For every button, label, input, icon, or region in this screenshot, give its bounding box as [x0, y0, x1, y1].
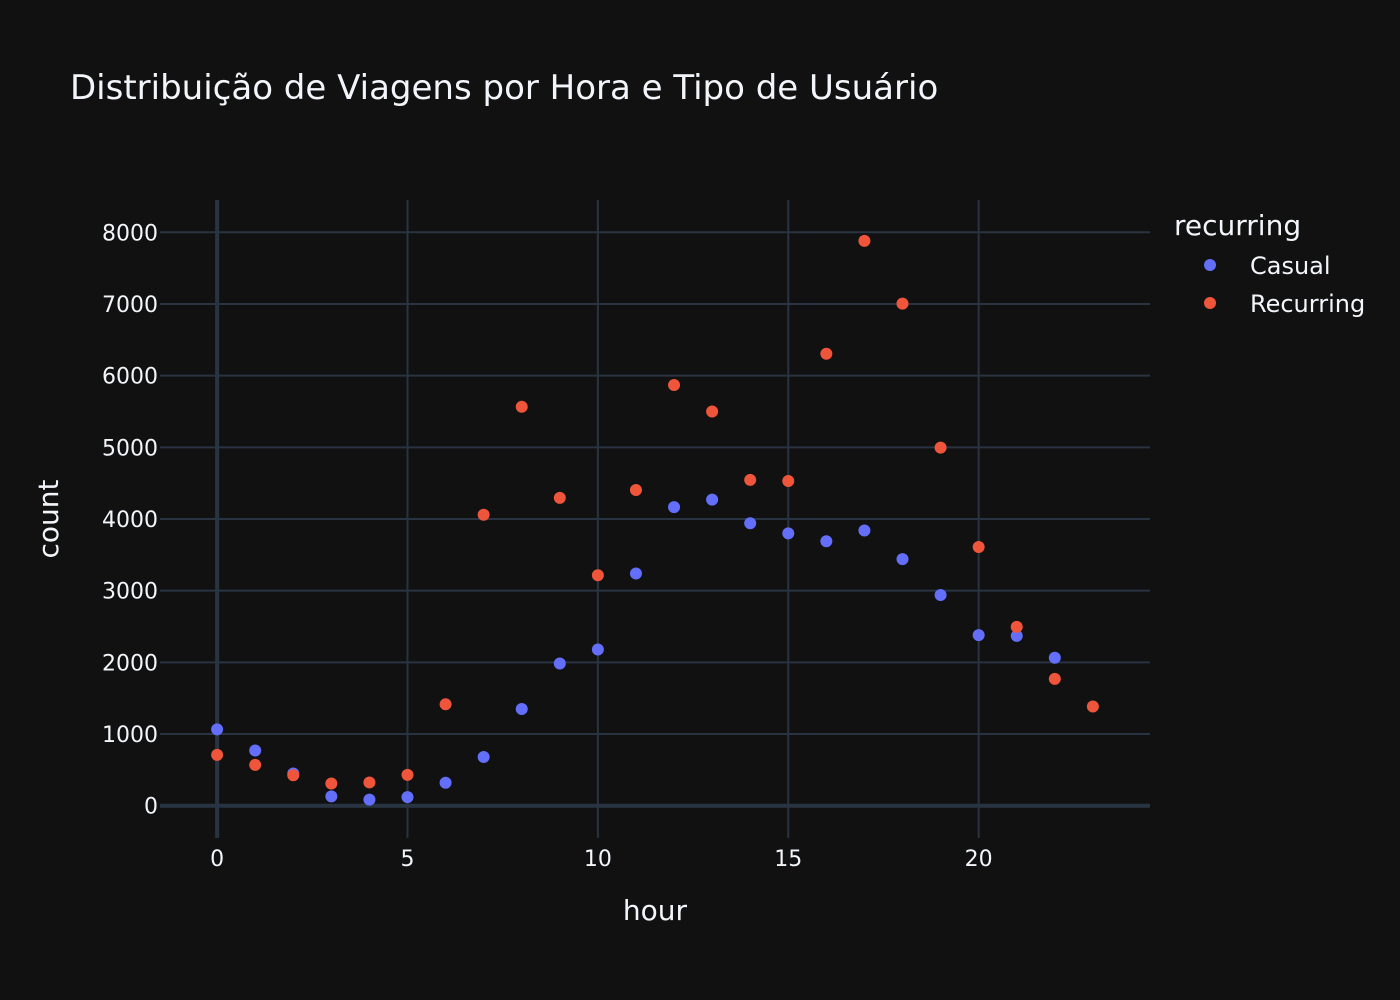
- y-tick-label: 6000: [102, 365, 158, 390]
- x-tick-label: 10: [584, 847, 612, 872]
- data-point-recurring[interactable]: [439, 698, 452, 711]
- data-point-casual[interactable]: [591, 643, 604, 656]
- data-point-casual[interactable]: [363, 793, 376, 806]
- data-point-recurring[interactable]: [896, 297, 909, 310]
- legend-label-recurring: Recurring: [1250, 290, 1365, 318]
- x-tick-label: 5: [401, 847, 415, 872]
- data-point-recurring[interactable]: [401, 768, 414, 781]
- data-point-recurring[interactable]: [325, 777, 338, 790]
- legend-item-casual[interactable]: Casual: [1204, 252, 1331, 280]
- y-tick-label: 1000: [102, 723, 158, 748]
- y-tick-label: 4000: [102, 508, 158, 533]
- data-point-casual[interactable]: [896, 553, 909, 566]
- data-point-recurring[interactable]: [591, 569, 604, 582]
- x-axis-title: hour: [623, 894, 688, 927]
- y-tick-label: 7000: [102, 293, 158, 318]
- tick-labels: 0 1000 2000 3000 4000 5000 6000 7000 8000 0 5 10 15 2…: [102, 221, 993, 872]
- data-point-casual[interactable]: [325, 790, 338, 803]
- data-point-casual[interactable]: [1010, 629, 1023, 642]
- data-point-casual[interactable]: [668, 501, 681, 514]
- legend-item-recurring[interactable]: Recurring: [1204, 290, 1365, 318]
- data-point-recurring[interactable]: [1086, 700, 1099, 713]
- legend-marker-casual-icon: [1204, 259, 1216, 271]
- legend-label-casual: Casual: [1250, 252, 1331, 280]
- data-point-casual[interactable]: [553, 657, 566, 670]
- data-point-casual[interactable]: [401, 791, 414, 804]
- data-point-casual[interactable]: [934, 588, 947, 601]
- data-point-recurring[interactable]: [363, 776, 376, 789]
- data-point-casual[interactable]: [515, 702, 528, 715]
- data-point-recurring[interactable]: [668, 378, 681, 391]
- data-point-recurring[interactable]: [706, 405, 719, 418]
- data-point-casual[interactable]: [706, 493, 719, 506]
- data-point-recurring[interactable]: [972, 540, 985, 553]
- y-axis-title: count: [32, 479, 65, 558]
- data-point-recurring[interactable]: [820, 347, 833, 360]
- data-point-recurring[interactable]: [515, 400, 528, 413]
- y-tick-label: 0: [144, 795, 158, 820]
- data-point-casual[interactable]: [744, 517, 757, 530]
- x-tick-label: 20: [965, 847, 993, 872]
- data-point-casual[interactable]: [782, 527, 795, 540]
- legend: recurring Casual Recurring: [1174, 209, 1365, 318]
- x-tick-label: 15: [774, 847, 802, 872]
- data-point-recurring[interactable]: [629, 483, 642, 496]
- y-tick-label: 8000: [102, 221, 158, 246]
- y-tick-label: 5000: [102, 436, 158, 461]
- data-point-casual[interactable]: [211, 723, 224, 736]
- data-point-casual[interactable]: [820, 535, 833, 548]
- data-point-recurring[interactable]: [782, 475, 795, 488]
- legend-title: recurring: [1174, 209, 1301, 242]
- data-point-casual[interactable]: [1048, 651, 1061, 664]
- data-point-recurring[interactable]: [477, 508, 490, 521]
- data-point-casual[interactable]: [972, 629, 985, 642]
- data-point-recurring[interactable]: [211, 748, 224, 761]
- data-point-recurring[interactable]: [1010, 620, 1023, 633]
- data-point-recurring[interactable]: [858, 234, 871, 247]
- data-point-casual[interactable]: [477, 750, 490, 763]
- x-tick-label: 0: [210, 847, 224, 872]
- y-tick-label: 2000: [102, 651, 158, 676]
- data-point-recurring[interactable]: [744, 473, 757, 486]
- chart-title: Distribuição de Viagens por Hora e Tipo …: [70, 68, 938, 108]
- data-point-casual[interactable]: [439, 776, 452, 789]
- data-point-casual[interactable]: [629, 567, 642, 580]
- data-point-casual[interactable]: [249, 744, 262, 757]
- legend-marker-recurring-icon: [1204, 297, 1216, 309]
- data-point-recurring[interactable]: [249, 758, 262, 771]
- data-points: [211, 234, 1099, 806]
- data-point-recurring[interactable]: [1048, 672, 1061, 685]
- data-point-recurring[interactable]: [287, 769, 300, 782]
- y-tick-label: 3000: [102, 580, 158, 605]
- data-point-casual[interactable]: [858, 524, 871, 537]
- data-point-recurring[interactable]: [553, 491, 566, 504]
- data-point-recurring[interactable]: [934, 441, 947, 454]
